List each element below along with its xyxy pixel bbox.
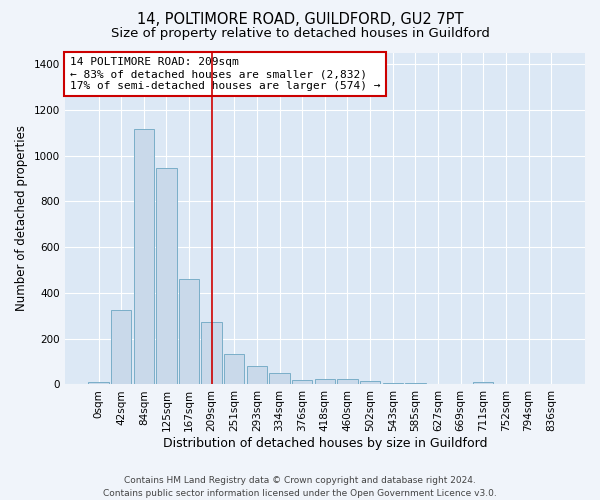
Bar — [337, 380, 358, 384]
Bar — [473, 382, 493, 384]
Bar — [134, 129, 154, 384]
Bar — [383, 382, 403, 384]
X-axis label: Distribution of detached houses by size in Guildford: Distribution of detached houses by size … — [163, 437, 487, 450]
Bar — [179, 279, 199, 384]
Y-axis label: Number of detached properties: Number of detached properties — [15, 126, 28, 312]
Bar — [202, 322, 222, 384]
Bar — [292, 380, 313, 384]
Bar — [156, 168, 176, 384]
Text: Size of property relative to detached houses in Guildford: Size of property relative to detached ho… — [110, 28, 490, 40]
Bar — [314, 380, 335, 384]
Bar — [269, 373, 290, 384]
Text: 14, POLTIMORE ROAD, GUILDFORD, GU2 7PT: 14, POLTIMORE ROAD, GUILDFORD, GU2 7PT — [137, 12, 463, 28]
Bar — [111, 310, 131, 384]
Bar — [360, 381, 380, 384]
Bar — [224, 354, 244, 384]
Bar — [88, 382, 109, 384]
Bar — [247, 366, 267, 384]
Text: 14 POLTIMORE ROAD: 209sqm
← 83% of detached houses are smaller (2,832)
17% of se: 14 POLTIMORE ROAD: 209sqm ← 83% of detac… — [70, 58, 380, 90]
Text: Contains HM Land Registry data © Crown copyright and database right 2024.
Contai: Contains HM Land Registry data © Crown c… — [103, 476, 497, 498]
